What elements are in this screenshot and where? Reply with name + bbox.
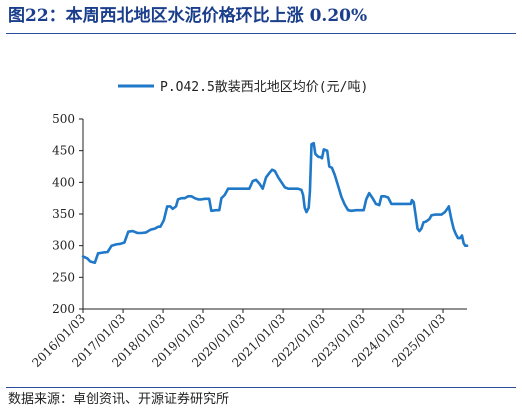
source-divider <box>6 387 516 388</box>
y-tick-label: 450 <box>52 144 75 158</box>
x-axis-ticks: 2016/01/032017/01/032018/01/032019/01/03… <box>29 309 448 370</box>
legend-label: P.O42.5散装西北地区均价(元/吨) <box>160 80 368 95</box>
y-tick-label: 500 <box>52 112 75 126</box>
y-axis-ticks: 200 250 300 350 400 450 500 <box>52 112 83 316</box>
chart-legend: P.O42.5散装西北地区均价(元/吨) <box>118 80 368 95</box>
y-tick-label: 250 <box>52 270 75 284</box>
y-tick-label: 400 <box>52 175 75 189</box>
y-tick-label: 350 <box>52 207 75 221</box>
y-tick-label: 200 <box>52 302 75 316</box>
series-line <box>81 141 469 265</box>
chart-axes <box>82 119 467 310</box>
chart-title: 图22：本周西北地区水泥价格环比上涨 0.20% <box>8 6 368 26</box>
line-chart: P.O42.5散装西北地区均价(元/吨) 200 250 300 350 400 450 5… <box>29 80 469 370</box>
plot-area <box>81 141 469 265</box>
title-divider <box>6 33 516 34</box>
source-note: 数据来源：卓创资讯、开源证券研究所 <box>8 392 230 407</box>
y-tick-label: 300 <box>52 239 75 253</box>
